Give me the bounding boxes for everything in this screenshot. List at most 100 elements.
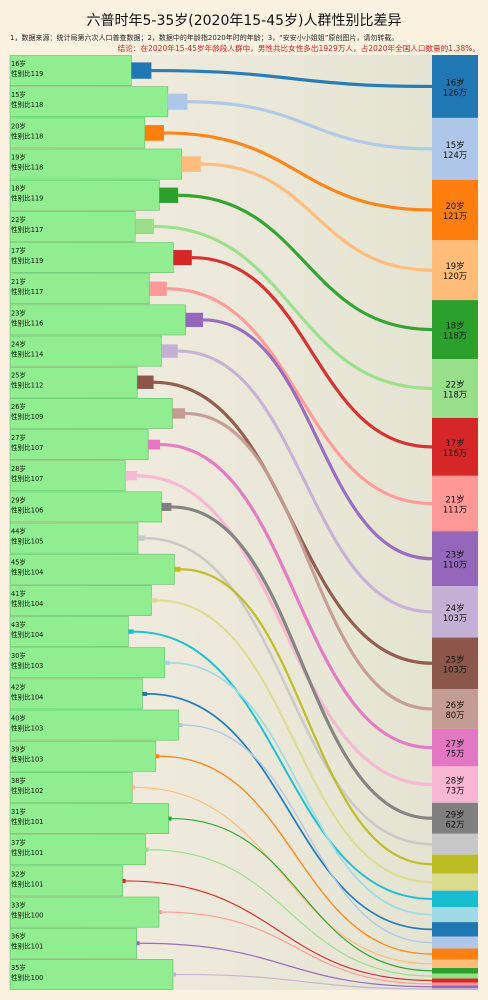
left-ratio-label-20: 性别比104 xyxy=(11,692,43,701)
flow-link-9 xyxy=(177,349,433,614)
left-tab-10 xyxy=(137,375,154,389)
left-bar-16 xyxy=(9,553,175,585)
left-age-label-28: 36岁 xyxy=(11,932,26,941)
flow-links xyxy=(125,68,433,990)
left-ratio-label-4: 性别比119 xyxy=(11,194,43,203)
left-tab-6 xyxy=(173,250,192,266)
right-bar-23 xyxy=(432,959,478,969)
left-bar-6 xyxy=(9,242,174,273)
right-age-label-10: 25岁 xyxy=(445,654,464,664)
flow-link-11 xyxy=(185,411,433,711)
left-bar-23 xyxy=(9,772,133,803)
left-bar-22 xyxy=(9,740,157,772)
left-tab-14 xyxy=(161,502,172,511)
flow-link-24 xyxy=(171,817,433,972)
left-tab-17 xyxy=(151,598,157,603)
flow-link-28 xyxy=(139,942,433,988)
left-age-label-12: 27岁 xyxy=(11,433,26,442)
left-tab-11 xyxy=(172,408,186,419)
flow-link-6 xyxy=(191,255,433,449)
flow-link-22 xyxy=(159,755,433,955)
left-age-label-24: 31岁 xyxy=(11,807,26,816)
right-value-label-12: 75万 xyxy=(445,749,464,759)
flow-link-7 xyxy=(166,287,433,506)
chart-notes: 1，数据来源：统计局第六次人口普查数据；2，数据中的年龄指2020年时的年龄；3… xyxy=(10,33,398,42)
left-tab-29 xyxy=(173,972,176,977)
left-bar-20 xyxy=(9,678,143,710)
right-age-label-13: 28岁 xyxy=(445,776,464,786)
left-ratio-label-16: 性别比104 xyxy=(11,568,43,577)
flow-link-21 xyxy=(182,724,433,944)
left-age-label-13: 28岁 xyxy=(11,464,26,473)
left-ratio-label-9: 性别比114 xyxy=(11,350,43,359)
right-bar-22 xyxy=(432,948,478,960)
right-age-label-8: 23岁 xyxy=(445,550,464,560)
right-bar-13 xyxy=(432,766,478,803)
left-bar-12 xyxy=(9,429,149,460)
chart-conclusion: 结论：在2020年15-45岁年龄段人群中，男性共比女性多出1929万人，占20… xyxy=(118,43,480,53)
left-ratio-label-6: 性别比119 xyxy=(11,256,43,265)
right-bar-5 xyxy=(432,359,478,418)
left-bar-4 xyxy=(9,179,160,211)
left-age-label-21: 40岁 xyxy=(11,714,26,723)
flow-link-0 xyxy=(151,68,433,89)
right-bar-7 xyxy=(432,475,478,532)
left-bar-1 xyxy=(9,86,169,118)
chart-title: 六普时年5-35岁(2020年15-45岁)人群性别比差异 xyxy=(86,13,401,29)
left-age-label-8: 23岁 xyxy=(11,308,26,317)
left-tab-16 xyxy=(174,566,181,572)
left-tab-4 xyxy=(159,187,179,203)
flow-link-2 xyxy=(164,131,433,212)
flow-link-17 xyxy=(156,599,433,884)
left-bar-15 xyxy=(9,522,139,554)
right-age-label-0: 16岁 xyxy=(445,77,464,87)
left-age-label-22: 39岁 xyxy=(11,745,26,754)
left-bar-9 xyxy=(9,335,162,367)
left-ratio-label-5: 性别比117 xyxy=(11,225,43,234)
flow-link-23 xyxy=(135,786,433,965)
flow-link-5 xyxy=(153,224,433,391)
right-bar-25 xyxy=(432,973,478,979)
left-age-label-5: 22岁 xyxy=(11,215,26,224)
right-bar-28 xyxy=(432,985,478,989)
left-ratio-label-29: 性别比100 xyxy=(11,973,43,982)
flow-link-19 xyxy=(169,661,433,916)
left-tab-20 xyxy=(142,691,148,696)
left-age-label-17: 41岁 xyxy=(11,589,26,598)
right-age-label-4: 18岁 xyxy=(445,321,464,331)
flow-link-13 xyxy=(136,474,433,787)
left-tab-18 xyxy=(128,629,134,634)
left-age-label-29: 35岁 xyxy=(11,963,26,972)
left-tab-3 xyxy=(181,156,201,172)
right-bar-15 xyxy=(432,833,478,855)
left-ratio-label-8: 性别比116 xyxy=(11,318,43,327)
left-ratio-label-21: 性别比103 xyxy=(11,724,43,733)
right-bar-6 xyxy=(432,417,478,476)
right-value-label-2: 121万 xyxy=(443,211,467,221)
flow-link-29 xyxy=(175,973,433,990)
left-age-label-19: 30岁 xyxy=(11,651,26,660)
right-bar-19 xyxy=(432,907,478,923)
right-bar-3 xyxy=(432,240,478,301)
left-tab-5 xyxy=(135,218,154,235)
right-bar-21 xyxy=(432,936,478,949)
right-value-label-7: 111万 xyxy=(443,505,467,515)
left-age-label-4: 18岁 xyxy=(11,184,26,193)
left-bars: 16岁性别比11915岁性别比11820岁性别比11819岁性别比11818岁性… xyxy=(9,55,204,990)
flow-link-20 xyxy=(147,693,433,931)
left-bar-7 xyxy=(9,273,150,305)
right-bar-4 xyxy=(432,300,478,360)
right-bar-14 xyxy=(432,802,478,834)
right-value-label-9: 103万 xyxy=(443,613,467,623)
right-age-label-1: 15岁 xyxy=(445,140,464,150)
right-age-label-9: 24岁 xyxy=(445,603,464,613)
left-bar-2 xyxy=(9,117,146,149)
right-bar-24 xyxy=(432,968,478,974)
left-tab-13 xyxy=(125,471,137,481)
left-bar-29 xyxy=(9,959,174,990)
right-value-label-8: 110万 xyxy=(443,560,467,570)
left-tab-22 xyxy=(155,754,160,759)
left-bar-11 xyxy=(9,398,173,429)
flow-link-27 xyxy=(161,911,433,985)
